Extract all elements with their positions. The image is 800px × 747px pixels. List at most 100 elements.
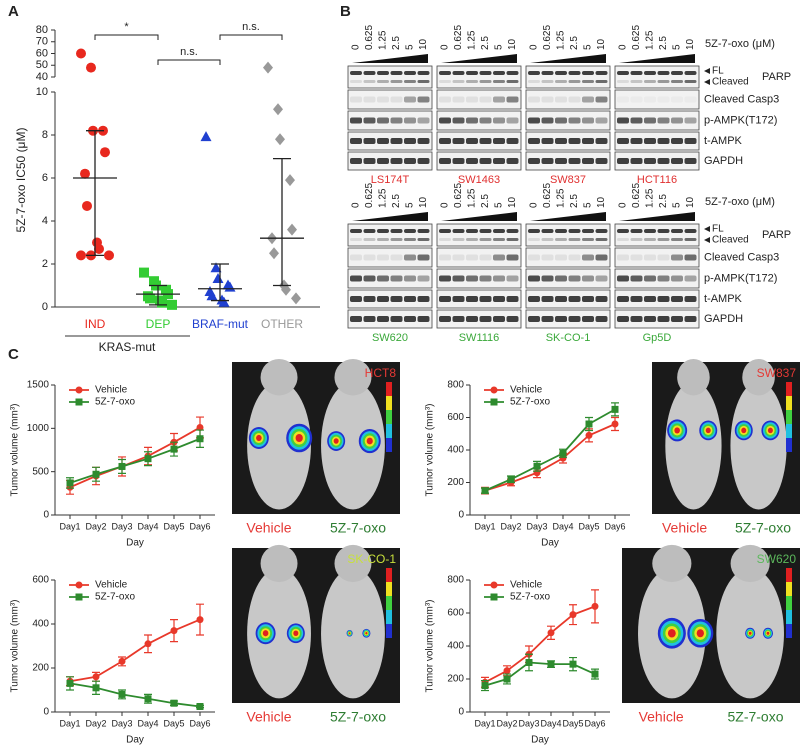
lane-label: 10 [685,196,696,208]
band [528,229,540,233]
band [582,158,594,164]
band [555,254,567,261]
band [617,117,629,124]
band [684,296,697,302]
image-caption: Vehicle [246,709,291,725]
treatment-label: 5Z-7-oxo (μM) [705,196,775,208]
band [671,117,683,124]
image-caption: 5Z-7-oxo [727,709,783,725]
band [671,275,683,282]
band [417,96,430,103]
band [555,117,567,124]
lane-label: 0 [351,44,362,50]
data-point [275,133,285,146]
band [417,117,430,124]
blot-strip [347,151,433,171]
band [350,238,362,241]
y-tick-label: 600 [32,575,49,586]
x-tick-label: Day1 [59,521,80,531]
band [541,117,554,124]
band [439,254,451,261]
data-point [503,667,511,675]
band [630,117,643,124]
band [582,229,594,233]
data-point [273,103,283,116]
band [439,296,451,302]
band [528,238,540,241]
mouse-body [321,568,385,699]
lane-label: 2.5 [480,36,491,50]
band [595,254,608,261]
band [630,316,643,322]
cell-line-label: SW1463 [458,174,500,186]
band-arrow [704,237,710,243]
lane-label: 0.625 [542,183,553,208]
band [452,229,465,233]
band [684,238,697,241]
band [363,80,376,83]
band [684,80,697,83]
band [417,296,430,302]
signal [766,631,770,635]
band [466,275,478,282]
row-label: PARP [762,229,791,241]
band [452,117,465,124]
data-point [585,431,593,439]
data-point [144,640,152,648]
band [617,138,629,144]
signal [696,629,704,638]
band [417,229,430,233]
significance-label: n.s. [242,21,260,33]
band [479,80,492,83]
blot-strip [525,268,611,289]
mouse-head [742,358,775,396]
band [452,275,465,282]
lane-label: 10 [418,196,429,208]
band [350,158,362,164]
band [479,158,492,164]
band [417,316,430,322]
band [404,296,416,302]
cell-line-label: SW620 [372,332,408,344]
band [466,254,478,261]
blot-strip [436,89,522,110]
band [568,229,581,233]
data-point [118,657,126,665]
band [452,96,465,103]
band [377,117,389,124]
band [684,229,697,233]
band [452,158,465,164]
series-line [484,661,596,687]
band [452,254,465,261]
band [350,71,362,75]
x-tick-label: OTHER [261,317,303,331]
lane-label: 0.625 [631,25,642,50]
data-point [144,455,152,463]
band [568,316,581,322]
image-label: SK-CO-1 [347,552,396,566]
x-tick-label: Day5 [163,718,184,728]
signal [295,433,303,443]
band [582,117,594,124]
mouse-head [652,544,692,583]
data-point [82,200,92,211]
x-tick-label: Day6 [189,521,210,531]
data-point [206,290,218,301]
band [363,138,376,144]
band [684,275,697,282]
band [493,80,505,83]
band [657,158,670,164]
band [479,71,492,75]
data-point [547,660,555,668]
mouse-head [260,544,298,583]
series-line [69,618,201,683]
y-tick-label: 80 [36,24,48,36]
data-point [559,449,567,457]
band [390,117,403,124]
data-point [591,670,599,678]
band [404,238,416,241]
band [390,238,403,241]
blot-strip [436,223,522,247]
y-tick-label: 70 [36,36,48,48]
band [541,238,554,241]
